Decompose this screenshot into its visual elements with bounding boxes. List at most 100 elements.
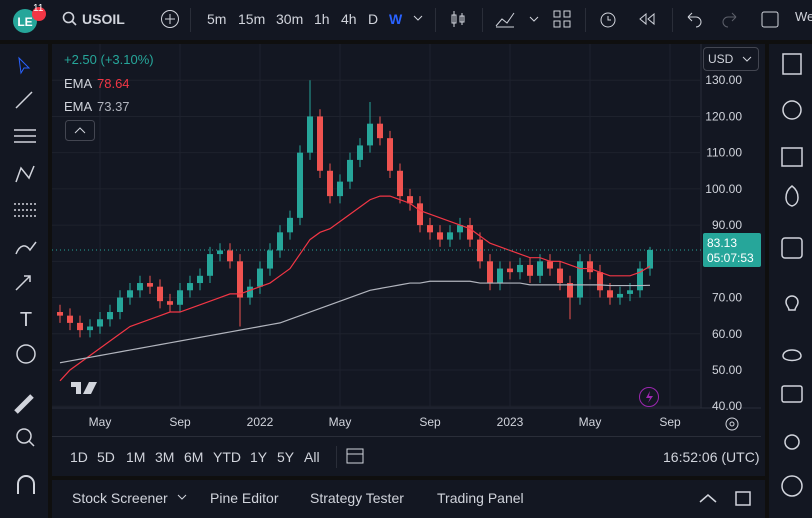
candle-body bbox=[357, 145, 363, 160]
range-button[interactable]: 6M bbox=[184, 449, 204, 465]
ema-line bbox=[59, 195, 651, 382]
range-button[interactable]: 1Y bbox=[250, 449, 268, 465]
candle-body bbox=[417, 203, 423, 226]
candle-body bbox=[377, 123, 383, 139]
tv-logo bbox=[71, 382, 97, 394]
range-button[interactable]: All bbox=[304, 449, 320, 465]
separator bbox=[435, 8, 436, 32]
undo-redo[interactable] bbox=[684, 9, 744, 29]
x-tick-label: Sep bbox=[169, 415, 191, 429]
chart-pane[interactable]: 40.0050.0060.0070.0080.0090.00100.00110.… bbox=[52, 44, 761, 436]
layout-icon[interactable] bbox=[552, 9, 572, 29]
interval-button[interactable]: 15m bbox=[238, 11, 266, 27]
candle-body bbox=[327, 170, 333, 197]
interval-button[interactable]: W bbox=[389, 11, 403, 27]
panel-tab[interactable]: Stock Screener bbox=[72, 490, 168, 506]
range-button[interactable]: 1M bbox=[126, 449, 146, 465]
collapse-legend[interactable] bbox=[65, 120, 95, 142]
x-tick-label: 2023 bbox=[497, 415, 524, 429]
fullscreen-icon[interactable] bbox=[760, 9, 782, 31]
x-tick-label: Sep bbox=[419, 415, 441, 429]
candle-body bbox=[127, 290, 133, 298]
range-bar bbox=[52, 436, 761, 476]
date-range-icon[interactable] bbox=[345, 446, 367, 466]
candle-body bbox=[647, 249, 653, 269]
ema-value: 78.64 bbox=[97, 76, 130, 91]
divider bbox=[0, 40, 812, 44]
candle-body bbox=[297, 152, 303, 218]
right-toolbar bbox=[765, 44, 812, 518]
candle-body bbox=[317, 116, 323, 171]
price-label-box bbox=[703, 232, 761, 267]
candle-body bbox=[57, 312, 63, 316]
candle-body bbox=[597, 272, 603, 291]
panel-tab[interactable]: Pine Editor bbox=[210, 490, 279, 506]
drawing-tools[interactable]: T bbox=[0, 44, 48, 518]
interval-button[interactable]: 1h bbox=[314, 11, 330, 27]
candle-body bbox=[117, 297, 123, 313]
candle-body bbox=[387, 138, 393, 171]
interval-button[interactable]: D bbox=[368, 11, 379, 27]
tab-dropdown[interactable] bbox=[176, 494, 188, 502]
interval-button[interactable]: 5m bbox=[207, 11, 227, 27]
candle-body bbox=[247, 286, 253, 298]
candle-body bbox=[137, 283, 143, 291]
separator bbox=[585, 8, 586, 32]
currency-dropdown bbox=[742, 56, 752, 62]
chart-type-icon[interactable] bbox=[448, 9, 468, 29]
interval-button[interactable]: 30m bbox=[276, 11, 304, 27]
candle-body bbox=[457, 225, 463, 233]
candle-body bbox=[367, 123, 373, 146]
price-label: 83.13 bbox=[707, 236, 737, 250]
candle-body bbox=[207, 254, 213, 276]
symbol[interactable]: USOIL bbox=[82, 11, 125, 27]
candle-body bbox=[187, 283, 193, 291]
range-button[interactable]: 1D bbox=[70, 449, 88, 465]
candle-body bbox=[307, 116, 313, 153]
panel-tab[interactable]: Strategy Tester bbox=[310, 490, 404, 506]
currency: USD bbox=[708, 52, 734, 66]
settings-icon[interactable] bbox=[723, 415, 741, 433]
interval-button[interactable]: 4h bbox=[341, 11, 357, 27]
widget-icons[interactable] bbox=[769, 44, 812, 518]
divider bbox=[52, 476, 765, 480]
candle-body bbox=[67, 315, 73, 323]
change-text: +2.50 (+3.10%) bbox=[64, 52, 154, 67]
candle-body bbox=[237, 261, 243, 298]
panel-controls[interactable] bbox=[698, 490, 754, 508]
range-button[interactable]: 5Y bbox=[277, 449, 295, 465]
separator bbox=[672, 8, 673, 32]
candle-body bbox=[497, 268, 503, 284]
x-tick-label: May bbox=[329, 415, 352, 429]
interval-dropdown[interactable] bbox=[412, 14, 424, 24]
candle-body bbox=[197, 275, 203, 284]
range-button[interactable]: YTD bbox=[213, 449, 241, 465]
y-tick-label: 40.00 bbox=[712, 399, 742, 413]
range-button[interactable]: 5D bbox=[97, 449, 115, 465]
range-button[interactable]: 3M bbox=[155, 449, 175, 465]
panel-tab[interactable]: Trading Panel bbox=[437, 490, 524, 506]
candle-body bbox=[637, 268, 643, 291]
x-tick-label: 2022 bbox=[247, 415, 274, 429]
candle-body bbox=[267, 250, 273, 269]
candle-body bbox=[547, 261, 553, 269]
add-symbol[interactable] bbox=[160, 9, 180, 29]
candle-body bbox=[347, 159, 353, 182]
svg-text:LE: LE bbox=[17, 15, 32, 29]
candle-body bbox=[527, 264, 533, 276]
separator bbox=[482, 8, 483, 32]
search-icon[interactable] bbox=[62, 11, 78, 27]
candle-body bbox=[427, 225, 433, 233]
candle-body bbox=[537, 261, 543, 276]
ema-value: 73.37 bbox=[97, 99, 130, 114]
candle-body bbox=[177, 290, 183, 305]
x-tick-label: May bbox=[89, 415, 112, 429]
candle-body bbox=[77, 322, 83, 331]
alert-replay-icons[interactable] bbox=[598, 8, 660, 30]
lightning-icon[interactable] bbox=[638, 386, 660, 408]
candle-body bbox=[507, 268, 513, 273]
y-tick-label: 110.00 bbox=[706, 146, 742, 160]
logo[interactable]: LE bbox=[10, 6, 46, 34]
candle-body bbox=[157, 286, 163, 302]
indicators-icon[interactable] bbox=[494, 9, 544, 29]
